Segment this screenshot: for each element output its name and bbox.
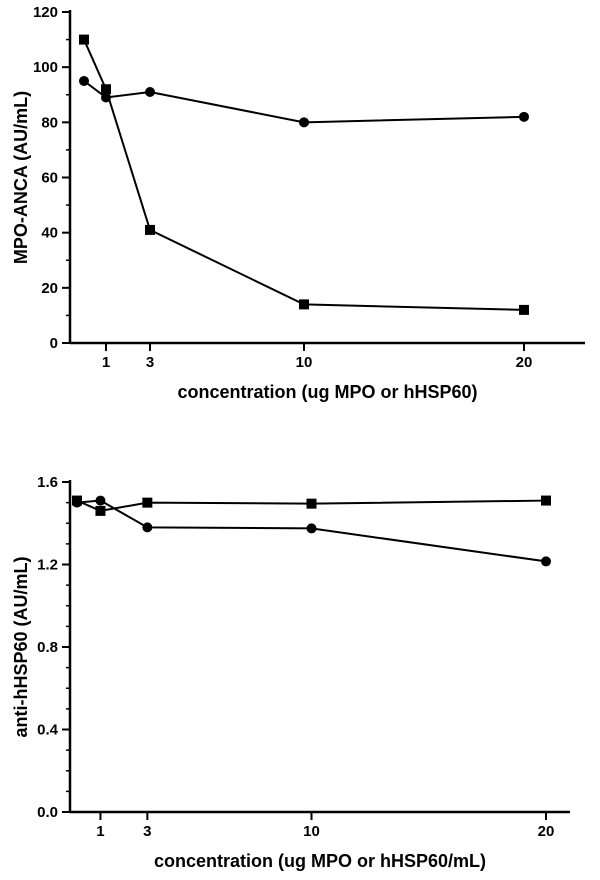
y-axis-title: anti-hHSP60 (AU/mL) [11,556,31,737]
data-point-square [519,304,529,315]
x-axis-title: concentration (ug MPO or hHSP60/mL) [154,851,486,871]
anti-hhsp60-chart: 0.0 0.4 0.8 1.2 1.6 1 3 10 20 concentration (ug M… [11,474,570,871]
x-tick-label: 10 [303,823,320,840]
y-tick-label: 120 [33,4,58,21]
y-tick-label: 40 [41,225,58,242]
data-point-circle [95,495,106,506]
y-tick-label: 1.2 [37,557,58,574]
y-tick-label: 0 [50,335,58,352]
data-point-square [541,495,551,506]
data-point-circle [541,556,551,567]
data-point-circle [299,117,309,128]
x-tick-label: 20 [538,823,555,840]
x-tick-label: 3 [146,354,154,371]
data-point-square [95,505,106,516]
data-point-square [142,497,153,508]
x-tick-label: 1 [96,823,104,840]
data-point-circle [519,111,529,122]
x-tick-label: 10 [296,354,313,371]
y-tick-label: 0.0 [37,804,58,821]
y-tick-label: 0.4 [37,722,59,739]
x-tick-label: 3 [143,823,151,840]
data-point-square [145,224,155,235]
y-tick-label: 1.6 [37,474,58,491]
data-point-circle [145,86,155,97]
mpo-anca-chart: 0 20 40 60 80 100 120 1 3 10 20 concentration (ug M… [11,4,585,402]
x-tick-label: 1 [102,354,110,371]
y-tick-label: 0.8 [37,639,58,656]
y-tick-label: 20 [41,280,58,297]
y-axis-title: MPO-ANCA (AU/mL) [11,91,31,264]
data-point-square [101,84,111,95]
x-tick-label: 20 [516,354,533,371]
y-tick-label: 60 [41,170,58,187]
data-point-square [299,299,309,310]
series-line-square [83,39,525,311]
data-point-circle [306,523,317,534]
x-axis-title: concentration (ug MPO or hHSP60) [177,382,477,402]
data-point-square [306,498,317,509]
y-tick-label: 80 [41,114,58,131]
data-point-circle [142,522,153,533]
data-point-square [79,34,89,45]
y-tick-label: 100 [33,59,58,76]
data-point-square [72,495,82,506]
data-point-circle [79,75,89,86]
